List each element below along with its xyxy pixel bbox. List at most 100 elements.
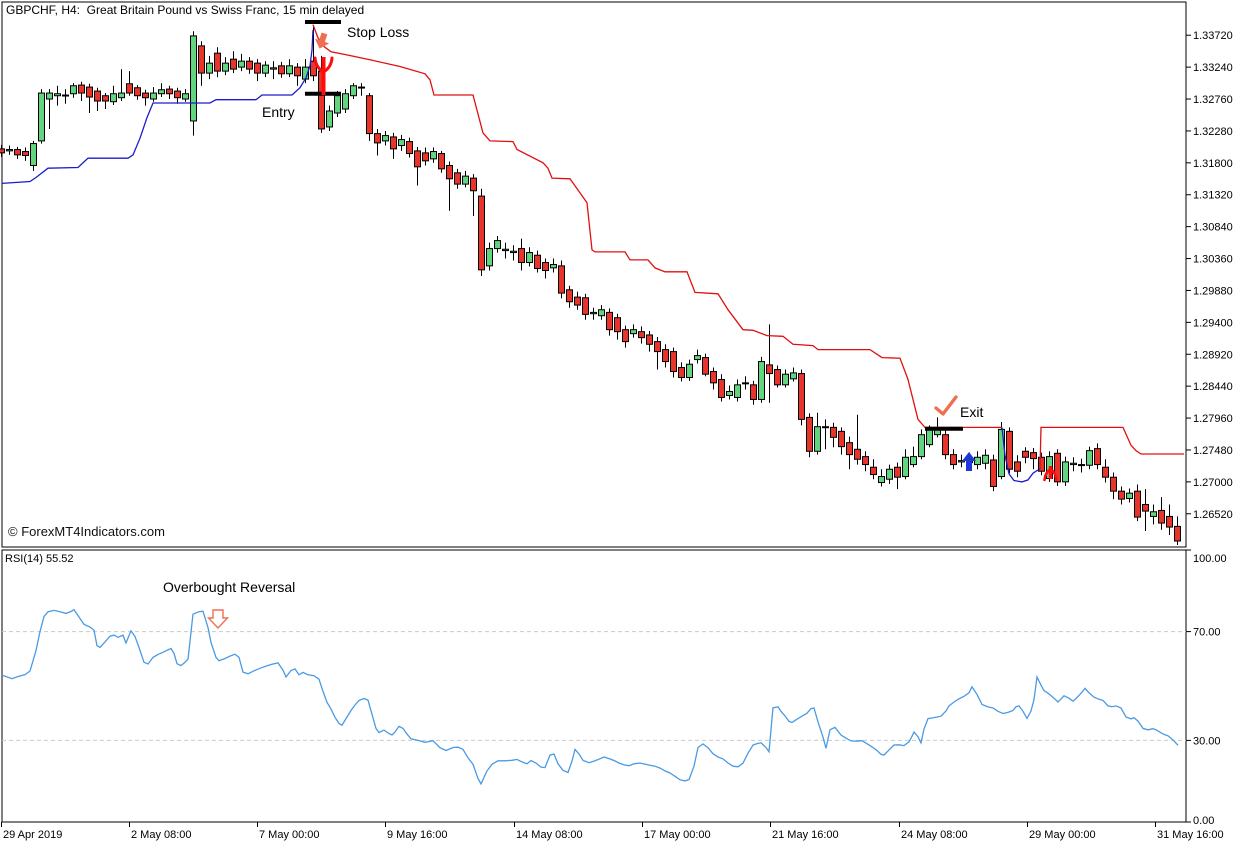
exit-label[interactable]: Exit [960, 404, 984, 420]
bear-candle [806, 416, 813, 452]
bull-candle [494, 240, 501, 250]
bull-candle [486, 248, 493, 267]
bull-candle [158, 89, 165, 95]
blue-up-arrow-icon[interactable] [962, 452, 976, 471]
bull-candle [630, 329, 637, 335]
bear-candle [294, 66, 301, 77]
trailing-stop-red-1 [312, 24, 1002, 429]
bear-candle [750, 384, 757, 400]
bull-candle [878, 476, 885, 484]
rsi-scale-axis[interactable]: 100.00 70.00 30.00 0.00 [1186, 549, 1227, 827]
bear-candle [870, 466, 877, 476]
bull-candle [1086, 450, 1093, 466]
trade-annotations[interactable] [206, 19, 1058, 630]
bull-candle [502, 248, 509, 252]
bull-candle [958, 460, 965, 463]
bear-candle [310, 60, 317, 77]
bull-candle [982, 454, 989, 464]
bull-candle [350, 85, 357, 97]
bear-candle [1054, 452, 1061, 483]
bull-candle [814, 426, 821, 452]
bear-candle [198, 45, 205, 74]
bull-candle [1062, 461, 1069, 483]
time-tick-label: 14 May 08:00 [516, 829, 583, 841]
bear-candle [1158, 509, 1165, 524]
bear-candle [798, 373, 805, 420]
price-tick-label: 1.27960 [1193, 413, 1233, 425]
time-tick-label: 24 May 08:00 [901, 829, 968, 841]
trailing-stop-blue-2 [1001, 427, 1041, 483]
bull-candle [758, 361, 765, 400]
bear-candle [422, 152, 429, 162]
bull-candle [734, 384, 741, 398]
bear-candle [1118, 490, 1125, 500]
bear-candle [518, 248, 525, 264]
time-axis[interactable]: 29 Apr 2019 2 May 08:00 7 May 00:00 9 May 1… [1, 822, 1224, 841]
bear-candle [1134, 490, 1141, 518]
entry-label[interactable]: Entry [262, 104, 295, 120]
bear-candle [862, 456, 869, 466]
bear-candle [1142, 503, 1149, 512]
price-axis[interactable]: 1.33720 1.33240 1.32760 1.32280 1.31800 1.313… [1186, 30, 1233, 521]
price-tick-label: 1.27480 [1193, 445, 1233, 457]
rsi-tick-label: 100.00 [1193, 553, 1227, 565]
bear-candle [22, 151, 29, 157]
bear-candle [438, 153, 445, 170]
rsi-tick-label: 30.00 [1193, 735, 1221, 747]
bull-candle [822, 426, 829, 429]
candlestick-series [0, 25, 1181, 546]
sell-signal-arrow-barbs[interactable] [313, 56, 334, 74]
bull-candle [150, 92, 157, 100]
bear-candle [542, 262, 549, 272]
overbought-reversal-arrow-icon[interactable] [206, 609, 230, 630]
price-tick-label: 1.30840 [1193, 222, 1233, 234]
exit-check-icon[interactable] [934, 395, 958, 416]
bear-candle [1038, 456, 1045, 472]
price-tick-label: 1.32280 [1193, 126, 1233, 138]
bull-candle [430, 151, 437, 160]
bull-candle [206, 62, 213, 74]
bull-candle [1150, 511, 1157, 517]
bear-candle [1014, 461, 1021, 472]
bull-candle [270, 67, 277, 70]
bull-candle [1126, 492, 1133, 499]
bear-candle [174, 90, 181, 99]
bull-candle [886, 468, 893, 480]
bull-candle [590, 311, 597, 315]
bull-candle [398, 139, 405, 147]
price-tick-label: 1.29400 [1193, 317, 1233, 329]
bull-candle [182, 93, 189, 100]
bull-candle [38, 92, 45, 142]
overbought-reversal-label[interactable]: Overbought Reversal [163, 579, 296, 595]
bear-candle [950, 454, 957, 466]
stop-loss-label[interactable]: Stop Loss [347, 24, 410, 40]
bear-candle [454, 172, 461, 185]
bull-candle [782, 373, 789, 386]
bear-candle [1022, 450, 1029, 458]
bear-candle [894, 466, 901, 478]
rsi-tick-label: 0.00 [1193, 815, 1214, 827]
bull-candle [238, 60, 245, 68]
rsi-panel[interactable] [1, 549, 1187, 823]
bear-candle [246, 60, 253, 70]
bear-candle [638, 331, 645, 339]
bear-candle [566, 289, 573, 303]
bull-candle [358, 86, 365, 89]
main-price-panel[interactable] [0, 1, 1187, 548]
bear-candle [142, 92, 149, 99]
bull-candle [726, 390, 733, 396]
bull-candle [526, 252, 533, 264]
stop-hit-arrow-icon[interactable] [312, 31, 331, 51]
price-tick-label: 1.31320 [1193, 190, 1233, 202]
bear-candle [78, 84, 85, 94]
chart-title: GBPCHF, H4: Great Britain Pound vs Swiss… [6, 3, 365, 17]
time-tick-label: 7 May 00:00 [259, 829, 320, 841]
bull-candle [550, 264, 557, 269]
red-down-arrow-barbs[interactable] [1043, 467, 1058, 482]
price-tick-label: 1.29880 [1193, 285, 1233, 297]
bear-candle [414, 150, 421, 168]
bear-candle [94, 90, 101, 102]
price-tick-label: 1.32760 [1193, 94, 1233, 106]
bear-candle [662, 349, 669, 363]
